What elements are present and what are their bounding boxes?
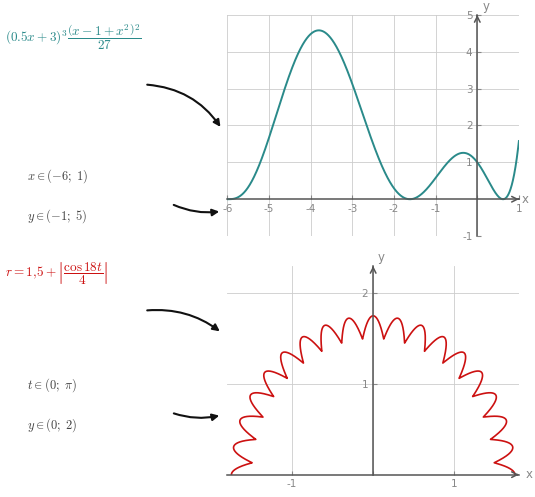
Text: $x \in (-6;\; 1)$: $x \in (-6;\; 1)$: [27, 167, 88, 185]
Text: y: y: [378, 251, 385, 264]
Text: $t \in (0;\; \pi)$: $t \in (0;\; \pi)$: [27, 376, 77, 394]
Text: $r = 1{,}5 + \left|\dfrac{\cos 18t}{4}\right|$: $r = 1{,}5 + \left|\dfrac{\cos 18t}{4}\r…: [5, 261, 109, 287]
Text: y: y: [482, 0, 490, 13]
Text: x: x: [522, 193, 529, 206]
Text: $y \in (0;\; 2)$: $y \in (0;\; 2)$: [27, 416, 77, 434]
Text: $(0.5x + 3)^3\dfrac{\left(x-1+x^2\right)^2}{27}$: $(0.5x + 3)^3\dfrac{\left(x-1+x^2\right)…: [5, 22, 142, 52]
Text: x: x: [525, 468, 532, 481]
Text: $y \in (-1;\; 5)$: $y \in (-1;\; 5)$: [27, 207, 87, 225]
